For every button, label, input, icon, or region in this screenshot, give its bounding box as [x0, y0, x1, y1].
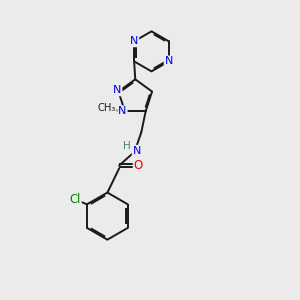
Text: N: N — [118, 106, 127, 116]
Text: O: O — [134, 159, 143, 172]
Text: N: N — [130, 36, 138, 46]
Text: N: N — [113, 85, 122, 95]
Text: H: H — [123, 141, 131, 151]
Text: N: N — [165, 56, 173, 66]
Text: N: N — [133, 146, 141, 156]
Text: Cl: Cl — [70, 194, 81, 206]
Text: CH₃: CH₃ — [98, 103, 116, 113]
